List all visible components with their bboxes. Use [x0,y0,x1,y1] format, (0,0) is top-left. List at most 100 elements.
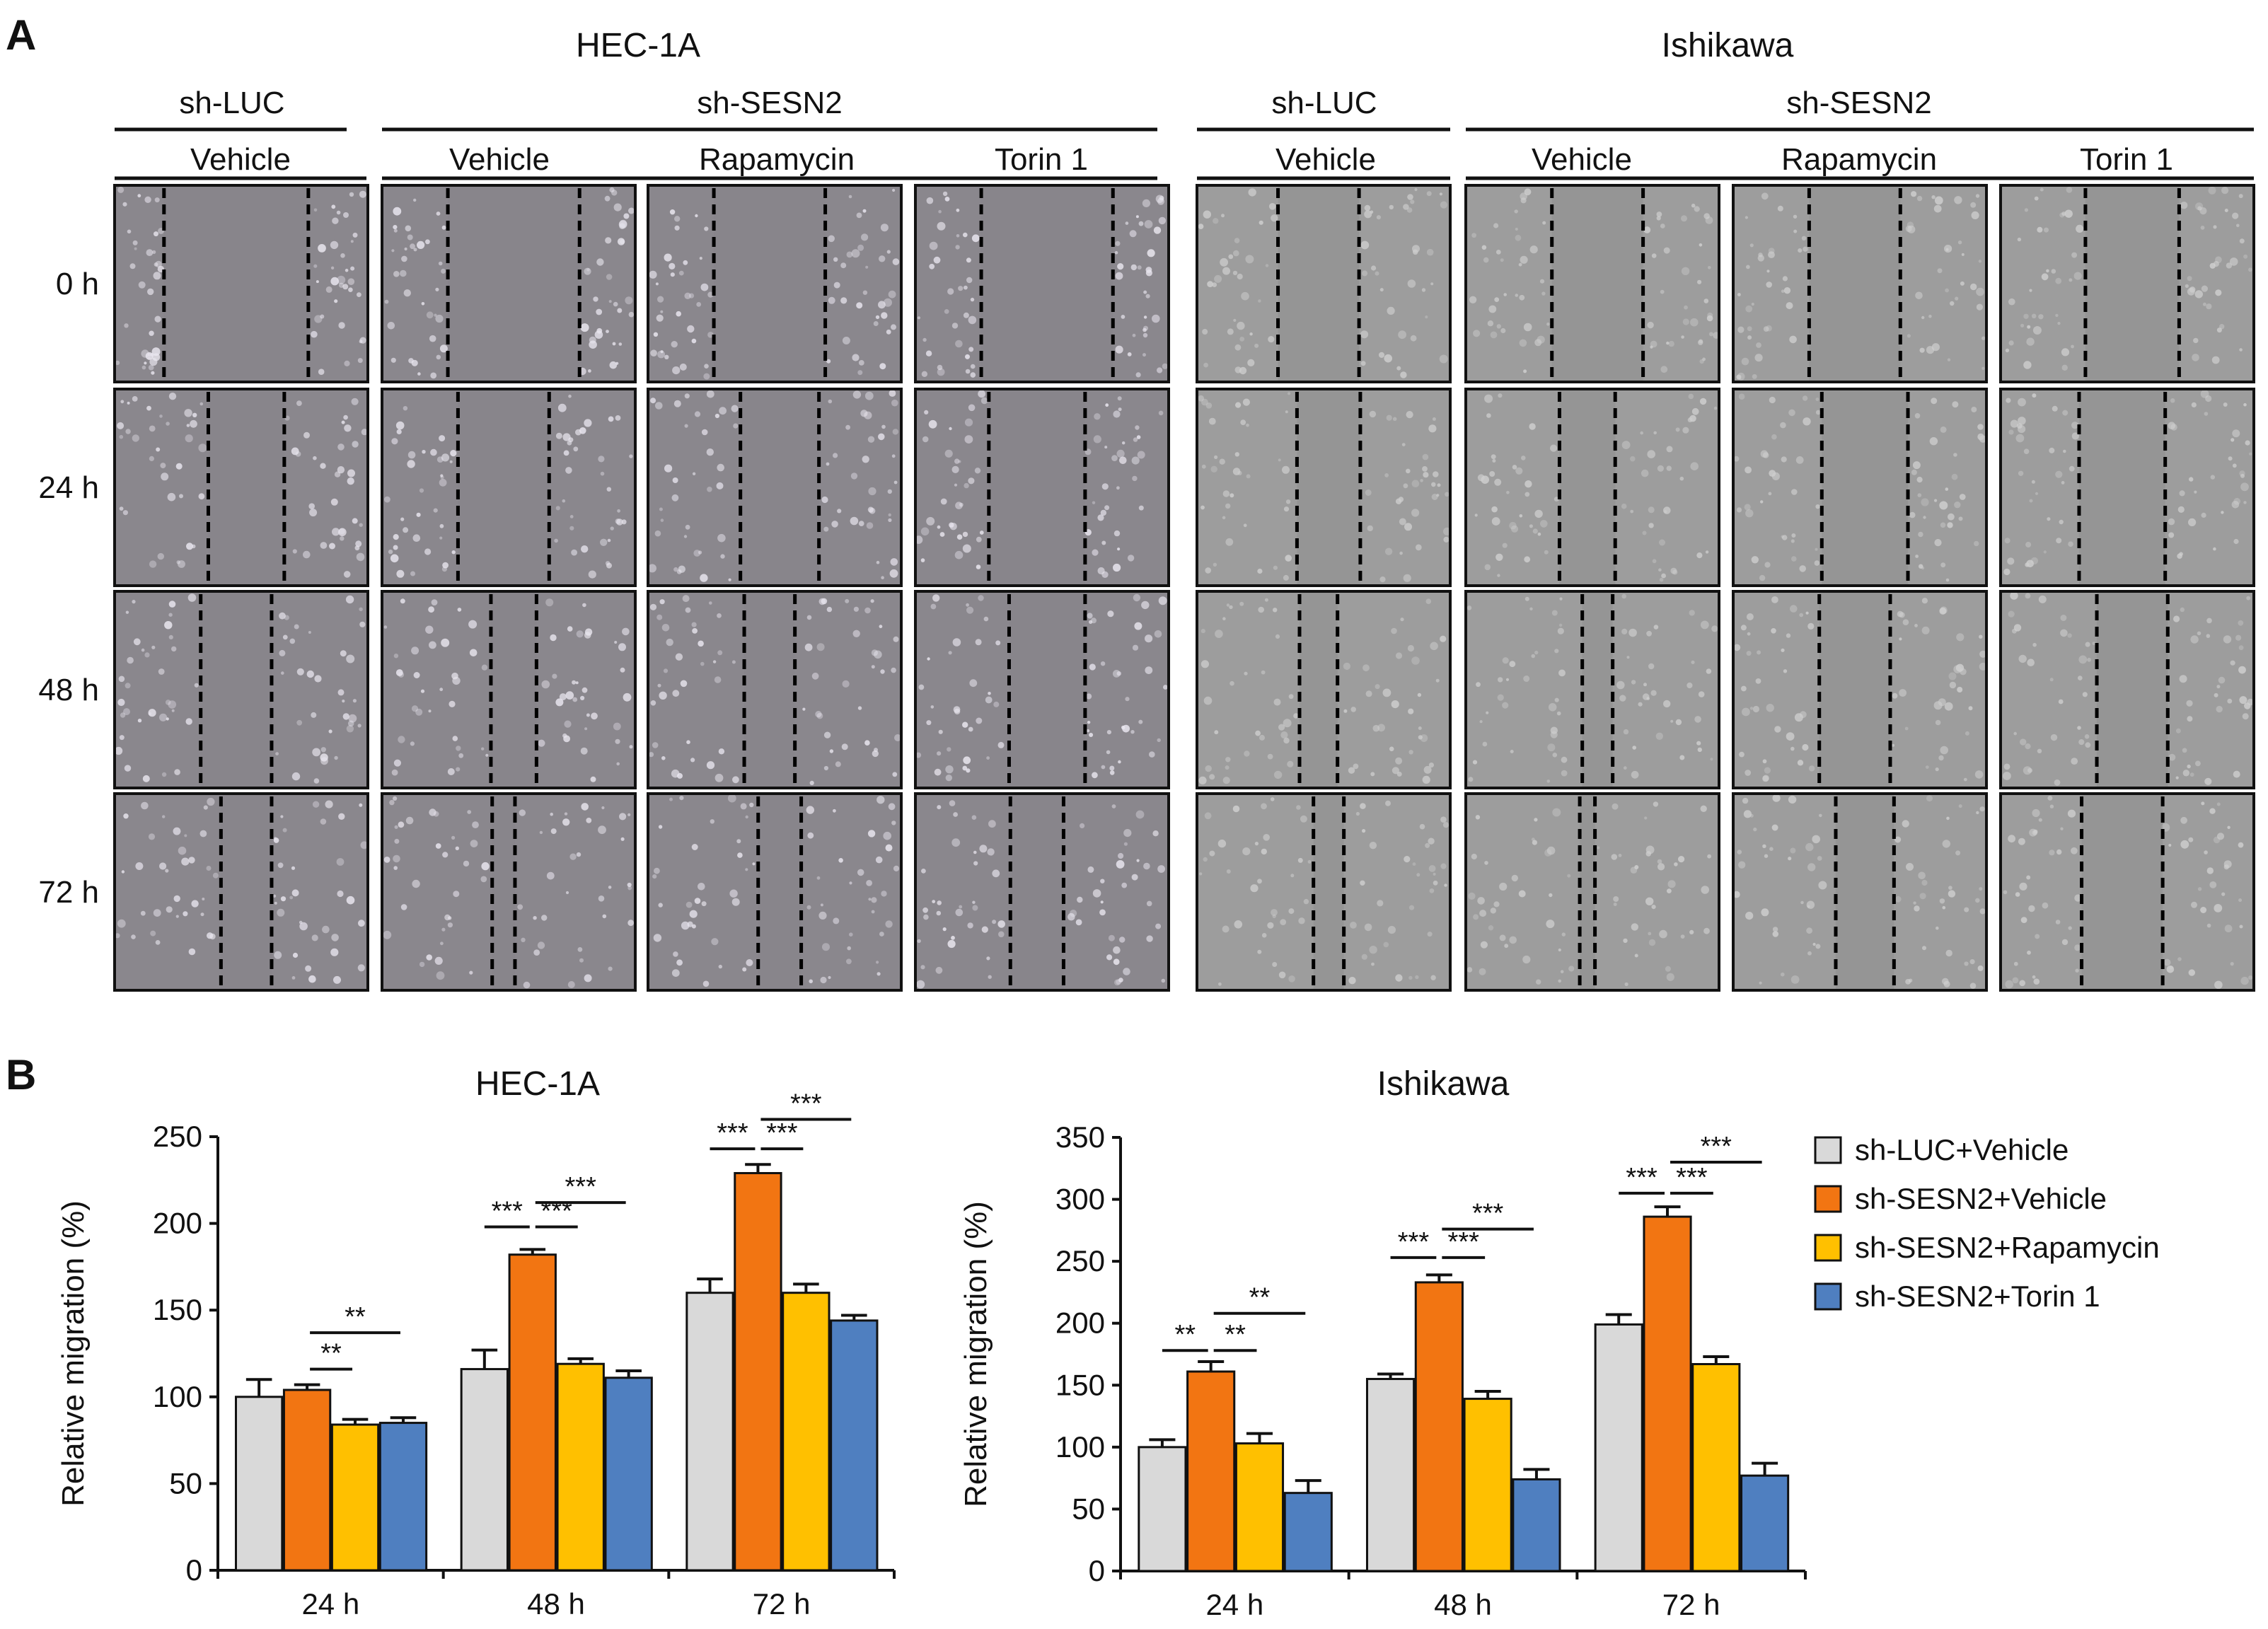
cell-dot [1100,661,1106,666]
cell-dot [1234,452,1240,457]
cell-dot [391,249,395,253]
cell-dot [1772,794,1781,802]
cell-dot [1209,774,1215,780]
cell-dot [1701,886,1709,894]
cell-dot [606,562,612,569]
cell-dot [1265,264,1269,267]
cell-dot [390,357,396,363]
cell-dot [1514,209,1518,214]
cell-dot [584,628,593,636]
cell-dot [1222,267,1230,275]
cell-dot [729,889,738,898]
cell-dot [1261,848,1268,855]
cell-dot [966,603,969,607]
cell-dot [1466,967,1473,973]
cell-dot [401,255,407,262]
significance-label: *** [790,1089,822,1118]
cell-dot [2047,795,2053,801]
cell-dot [360,841,369,850]
cell-dot [207,797,215,806]
cell-dot [1287,760,1294,767]
cell-dot [1116,671,1122,676]
cell-dot [1127,352,1132,356]
cell-dot [539,830,543,835]
cell-dot [949,427,952,431]
cell-dot [1758,253,1763,257]
cell-dot [341,420,345,424]
cell-dot [1475,815,1481,820]
cell-dot [1691,660,1695,664]
cell-dot [1613,896,1619,902]
cell-dot [1068,912,1075,921]
cell-dot [698,640,704,647]
cell-dot [1741,357,1749,366]
cell-dot [150,930,156,937]
cell-dot [1157,738,1161,743]
cell-dot [148,833,156,840]
cell-dot [1523,369,1527,373]
cell-dot [1288,908,1295,915]
cell-dot [1707,854,1712,859]
cell-dot [1496,324,1501,329]
micrograph-frame [914,792,1170,992]
cell-dot [1806,900,1815,909]
cell-dot [469,970,473,975]
cell-dot [886,250,891,254]
cell-dot [1645,845,1655,854]
cell-dot [355,540,362,547]
cell-dot [1747,326,1752,332]
cell-dot [564,812,568,816]
cell-dot [413,198,417,202]
cell-dot [1425,598,1432,604]
cell-dot [1762,775,1769,782]
cell-dot [117,422,125,429]
cell-dot [1365,489,1372,496]
cell-dot [833,808,836,813]
cell-dot [1515,467,1523,475]
cell-dot [1248,188,1256,197]
cell-dot [674,225,680,231]
cell-dot [1656,216,1661,221]
cell-dot [1790,539,1795,543]
wound-gap [490,593,537,787]
cell-dot [1225,757,1231,763]
cell-dot [1106,954,1113,961]
cell-dot [1119,937,1126,943]
cell-dot [1436,494,1440,497]
cell-dot [458,753,464,758]
cell-dot [1412,249,1418,255]
cell-dot [1392,767,1399,775]
cell-dot [985,696,993,704]
cell-dot [947,939,956,949]
cell-dot [609,187,615,193]
cell-dot [1698,340,1703,345]
cell-dot [2245,440,2250,446]
cell-dot [1406,207,1413,213]
cell-dot [945,775,953,782]
cell-dot [860,410,868,417]
cell-dot [1494,478,1502,486]
cell-dot [1631,680,1636,685]
wound-gap [208,390,284,584]
cell-dot [2186,700,2193,707]
y-tick-label: 150 [1055,1368,1105,1401]
cell-dot [1945,248,1949,251]
cell-dot [1141,601,1150,610]
cell-dot [1391,627,1397,634]
cell-dot [2027,325,2031,329]
cell-dot [572,680,577,685]
bar [378,1422,428,1572]
cell-dot [1115,345,1123,354]
cell-dot [2038,595,2047,603]
wound-gap [1009,593,1085,787]
cell-dot [562,818,570,826]
cell-dot [2194,490,2197,494]
cell-dot [1109,770,1115,775]
cell-dot [1422,775,1430,784]
cell-dot [1781,456,1787,463]
cell-dot [1408,750,1413,755]
cell-dot [1697,279,1702,284]
cell-dot [1661,573,1667,579]
legend-label-shsesn2-rapamycin: sh-SESN2+Rapamycin [1855,1231,2160,1264]
cell-dot [858,360,864,366]
